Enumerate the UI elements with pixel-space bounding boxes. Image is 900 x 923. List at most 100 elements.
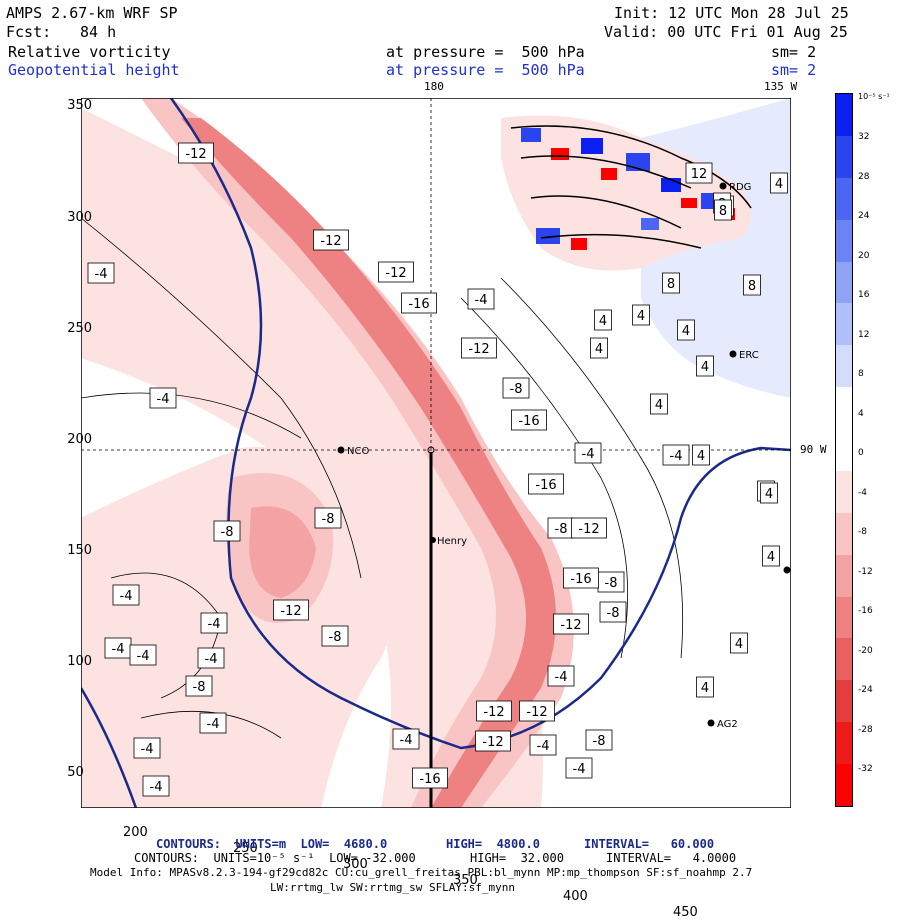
contour-value-label: -12	[461, 337, 497, 359]
x-tick-label: 200	[123, 825, 148, 840]
contour-value-label: -12	[476, 700, 512, 722]
colorbar-tick-label: 8	[858, 369, 864, 379]
contour-value-label: -12	[273, 599, 309, 621]
colorbar-segment	[836, 429, 852, 471]
init-time: Init: 12 UTC Mon 28 Jul 25	[614, 4, 849, 22]
x-tick-label: 450	[673, 905, 698, 920]
svg-text:-4: -4	[582, 447, 595, 462]
vorticity-contour-info: CONTOURS: UNITS=10⁻⁵ s⁻¹ LOW= -32.000	[134, 851, 416, 865]
contour-value-label: 4	[692, 444, 710, 466]
lon-135w-label: 135 W	[764, 80, 798, 93]
svg-text:-16: -16	[518, 414, 539, 429]
contour-value-label: -8	[502, 377, 530, 399]
colorbar-segment	[836, 177, 852, 220]
contour-value-label: 4	[650, 393, 668, 415]
contour-value-label: 4	[677, 319, 695, 341]
colorbar-tick-label: 32	[858, 132, 870, 142]
svg-text:-4: -4	[207, 717, 220, 732]
x-axis: 200 250 300 350 400 450	[81, 810, 791, 919]
contour-value-label: -4	[200, 612, 228, 634]
colorbar-segment	[836, 554, 852, 597]
station-ag2: AG2	[717, 719, 738, 730]
contour-value-label: -8	[599, 601, 627, 623]
svg-text:-8: -8	[510, 382, 523, 397]
svg-text:-4: -4	[573, 762, 586, 777]
contour-value-label: -4	[142, 775, 170, 797]
contour-value-label: -12	[571, 517, 607, 539]
svg-text:8: 8	[667, 277, 675, 292]
svg-text:-4: -4	[400, 733, 413, 748]
colorbar-tick-label: -28	[858, 724, 873, 735]
x-tick-label: 300	[343, 857, 368, 872]
colorbar-tick-label: 16	[858, 290, 870, 300]
y-tick-label: 250	[67, 321, 93, 336]
station-erc: ERC	[739, 350, 759, 361]
y-tick-label: 350	[67, 98, 93, 113]
colorbar-tick-label: -16	[858, 606, 873, 616]
contour-value-label: -16	[563, 567, 599, 589]
svg-text:4: 4	[765, 487, 773, 502]
colorbar-unit: 10⁻⁵ s⁻¹	[858, 92, 890, 101]
colorbar-segment	[836, 512, 852, 555]
station-rdg: RDG	[729, 182, 751, 193]
colorbar-segment	[836, 303, 852, 346]
colorbar-segment	[836, 94, 852, 136]
station-henry: Henry	[437, 536, 467, 547]
svg-text:-8: -8	[322, 512, 335, 527]
svg-text:4: 4	[655, 398, 663, 413]
contour-value-label: 4	[632, 304, 650, 326]
colorbar-segment	[836, 387, 852, 429]
field1-pressure: at pressure = 500 hPa	[386, 43, 585, 61]
contour-value-label: 4	[590, 337, 608, 359]
contour-value-label: 4	[730, 632, 748, 654]
valid-time: Valid: 00 UTC Fri 01 Aug 25	[604, 23, 848, 41]
vorticity-map: NCO Henry RDG ERC AG2 -12 -12 -12 -16 -4 -4 -4…	[81, 98, 791, 808]
colorbar-segment	[836, 345, 852, 388]
contour-value-label: -8	[213, 520, 241, 542]
svg-text:-4: -4	[537, 739, 550, 754]
svg-text:-12: -12	[578, 522, 599, 537]
lon-180-label: 180	[424, 80, 444, 93]
svg-text:-12: -12	[468, 342, 489, 357]
svg-text:-4: -4	[120, 589, 133, 604]
contour-value-label: -12	[553, 613, 589, 635]
colorbar-tick-label: -4	[858, 487, 867, 498]
svg-text:-4: -4	[208, 617, 221, 632]
svg-text:-4: -4	[112, 642, 125, 657]
contour-value-label: -8	[314, 507, 342, 529]
contour-value-label: -4	[197, 647, 225, 669]
svg-text:8: 8	[719, 204, 727, 219]
height-contour-info: CONTOURS: UNITS=m LOW= 4680.0	[156, 837, 388, 851]
contour-value-label: -4	[529, 734, 557, 756]
svg-text:-8: -8	[605, 576, 618, 591]
y-tick-label: 300	[67, 210, 93, 225]
contour-value-label: -4	[133, 737, 161, 759]
contour-value-label: -4	[565, 757, 593, 779]
y-tick-label: 200	[67, 432, 93, 447]
contour-value-label: -8	[185, 675, 213, 697]
svg-text:-16: -16	[535, 478, 556, 493]
contour-value-label: -8	[597, 571, 625, 593]
svg-text:-4: -4	[555, 670, 568, 685]
svg-text:-12: -12	[280, 604, 301, 619]
contour-value-label: -16	[401, 292, 437, 314]
colorbar-segment	[836, 680, 852, 723]
svg-text:-12: -12	[320, 234, 341, 249]
svg-text:-4: -4	[150, 780, 163, 795]
contour-value-label: 12	[685, 162, 713, 184]
station-nco: NCO	[347, 446, 369, 457]
contour-value-label: -16	[511, 409, 547, 431]
svg-text:-8: -8	[555, 522, 568, 537]
contour-value-label: -4	[467, 288, 495, 310]
svg-text:-12: -12	[385, 266, 406, 281]
colorbar-segment	[836, 638, 852, 681]
colorbar-tick-label: -20	[858, 645, 873, 656]
svg-text:4: 4	[767, 550, 775, 565]
field2-pressure: at pressure = 500 hPa	[386, 61, 585, 79]
contour-value-label: -4	[149, 387, 177, 409]
svg-text:-12: -12	[483, 705, 504, 720]
svg-text:4: 4	[637, 309, 645, 324]
svg-text:4: 4	[701, 681, 709, 696]
contour-value-label: -4	[199, 712, 227, 734]
svg-text:-12: -12	[185, 147, 206, 162]
